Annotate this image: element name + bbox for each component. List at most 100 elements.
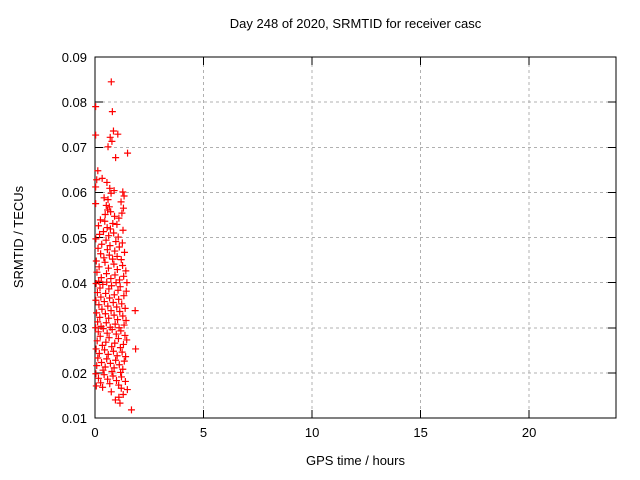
data-point-marker bbox=[121, 248, 129, 256]
data-point-marker bbox=[94, 167, 102, 175]
data-point-marker bbox=[119, 261, 127, 269]
data-point-marker bbox=[92, 324, 100, 332]
data-point-marker bbox=[99, 325, 107, 333]
data-point-marker bbox=[103, 224, 111, 232]
data-point-marker bbox=[114, 286, 122, 294]
data-point-marker bbox=[104, 264, 112, 272]
data-point-marker bbox=[100, 298, 108, 306]
x-tick-label: 10 bbox=[304, 425, 320, 440]
y-tick-label: 0.08 bbox=[61, 95, 87, 111]
data-point-marker bbox=[103, 178, 111, 186]
data-point-marker bbox=[107, 208, 115, 216]
data-point-marker bbox=[93, 289, 101, 297]
data-point-marker bbox=[107, 388, 115, 396]
data-point-marker bbox=[118, 239, 126, 247]
data-point-marker bbox=[93, 176, 101, 184]
data-point-marker bbox=[99, 280, 107, 288]
data-point-marker bbox=[112, 238, 120, 246]
y-tick-label: 0.01 bbox=[61, 411, 87, 426]
data-point-marker bbox=[109, 220, 117, 228]
data-point-marker bbox=[116, 308, 124, 316]
data-point-marker bbox=[107, 78, 115, 86]
data-point-marker bbox=[102, 319, 110, 327]
data-point-marker bbox=[99, 228, 107, 236]
data-point-marker bbox=[116, 283, 124, 291]
data-point-marker bbox=[94, 244, 102, 252]
data-point-marker bbox=[98, 358, 106, 366]
data-point-marker bbox=[112, 377, 120, 385]
data-point-marker bbox=[97, 250, 105, 258]
data-point-marker bbox=[111, 396, 119, 404]
data-point-marker bbox=[123, 279, 131, 287]
data-point-marker bbox=[117, 198, 125, 206]
data-point-marker bbox=[119, 312, 127, 320]
data-point-marker bbox=[93, 309, 101, 317]
data-point-marker bbox=[119, 226, 127, 234]
data-point-marker bbox=[96, 332, 104, 340]
y-tick-label: 0.05 bbox=[61, 230, 87, 246]
data-point-marker bbox=[117, 256, 125, 264]
data-point-marker bbox=[108, 108, 116, 116]
data-point-marker bbox=[95, 349, 103, 357]
data-point-marker bbox=[100, 254, 108, 262]
data-point-marker bbox=[106, 225, 114, 233]
data-point-marker bbox=[103, 246, 111, 254]
data-point-marker bbox=[94, 354, 102, 362]
data-point-marker bbox=[118, 348, 126, 356]
data-point-marker bbox=[94, 328, 102, 336]
data-point-marker bbox=[113, 352, 121, 360]
data-point-marker bbox=[102, 236, 110, 244]
data-point-marker bbox=[102, 289, 110, 297]
data-point-marker bbox=[92, 280, 100, 288]
data-point-marker bbox=[114, 335, 122, 343]
data-point-marker bbox=[107, 307, 115, 315]
data-point-marker bbox=[92, 103, 100, 111]
data-point-marker bbox=[122, 317, 130, 325]
data-point-marker bbox=[119, 391, 127, 399]
data-point-marker bbox=[97, 274, 105, 282]
y-tick-label: 0.09 bbox=[61, 50, 87, 65]
data-point-marker bbox=[108, 137, 116, 145]
data-point-marker bbox=[97, 379, 105, 387]
data-point-marker bbox=[96, 230, 104, 238]
data-point-marker bbox=[96, 313, 104, 321]
data-point-marker bbox=[92, 131, 100, 139]
y-tick-label: 0.04 bbox=[61, 275, 87, 291]
data-point-marker bbox=[94, 374, 102, 382]
y-tick-label: 0.06 bbox=[61, 185, 87, 201]
data-point-marker bbox=[92, 296, 100, 304]
data-point-marker bbox=[120, 192, 128, 200]
x-tick-label: 15 bbox=[413, 425, 428, 440]
data-point-marker bbox=[112, 330, 120, 338]
data-point-marker bbox=[111, 271, 119, 279]
data-point-marker bbox=[112, 279, 120, 287]
data-point-marker bbox=[92, 235, 100, 243]
data-point-marker bbox=[117, 373, 125, 381]
data-point-marker bbox=[115, 295, 123, 303]
data-point-marker bbox=[108, 343, 116, 351]
data-point-marker bbox=[105, 334, 113, 342]
data-point-marker bbox=[110, 291, 118, 299]
data-point-marker bbox=[122, 353, 130, 361]
data-point-marker bbox=[117, 327, 125, 335]
data-point-marker bbox=[113, 220, 121, 228]
data-point-marker bbox=[122, 267, 130, 275]
data-point-marker bbox=[106, 133, 114, 141]
data-point-marker bbox=[120, 321, 128, 329]
data-point-marker bbox=[93, 362, 101, 370]
data-point-marker bbox=[106, 184, 114, 192]
x-axis-label: GPS time / hours bbox=[306, 453, 405, 468]
data-point-marker bbox=[108, 368, 116, 376]
data-point-marker bbox=[106, 359, 114, 367]
data-point-marker bbox=[111, 320, 119, 328]
data-point-marker bbox=[98, 305, 106, 313]
data-point-marker bbox=[93, 268, 101, 276]
x-tick-label: 5 bbox=[199, 425, 208, 440]
data-point-marker bbox=[110, 229, 118, 237]
chart-title: Day 248 of 2020, SRMTID for receiver cas… bbox=[229, 16, 482, 31]
data-point-marker bbox=[107, 275, 115, 283]
data-point-marker bbox=[94, 222, 102, 230]
data-point-marker bbox=[120, 272, 128, 280]
data-point-marker bbox=[99, 366, 107, 374]
